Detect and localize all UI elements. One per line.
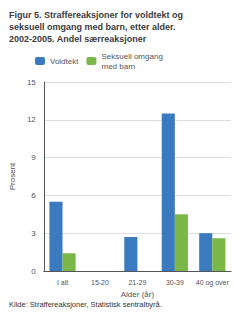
svg-text:40 og over: 40 og over	[196, 279, 230, 287]
svg-text:15-20: 15-20	[91, 279, 109, 286]
svg-text:21-29: 21-29	[128, 279, 146, 286]
svg-text:2002-2005. Andel særreaksjoner: 2002-2005. Andel særreaksjoner	[9, 34, 147, 44]
svg-text:Voldtekt: Voldtekt	[50, 57, 79, 66]
svg-text:Alder (år): Alder (år)	[121, 290, 155, 299]
svg-text:30-39: 30-39	[166, 279, 184, 286]
svg-text:Seksuell omgang: Seksuell omgang	[101, 52, 162, 61]
svg-text:Figur 5. Straffereaksjoner for: Figur 5. Straffereaksjoner for voldtekt …	[9, 10, 183, 20]
svg-text:I alt: I alt	[57, 279, 68, 286]
svg-text:12: 12	[27, 115, 36, 124]
svg-text:seksuell omgang med barn, ette: seksuell omgang med barn, etter alder.	[9, 22, 176, 32]
svg-text:3: 3	[31, 229, 36, 238]
svg-text:0: 0	[31, 267, 36, 276]
svg-text:15: 15	[27, 78, 36, 87]
svg-text:Prosent: Prosent	[8, 162, 17, 190]
svg-text:9: 9	[31, 153, 36, 162]
svg-text:6: 6	[31, 191, 36, 200]
svg-text:Kilde: Straffereaksjoner, Stat: Kilde: Straffereaksjoner, Statistisk sen…	[9, 300, 162, 309]
svg-text:med barn: med barn	[101, 62, 135, 71]
